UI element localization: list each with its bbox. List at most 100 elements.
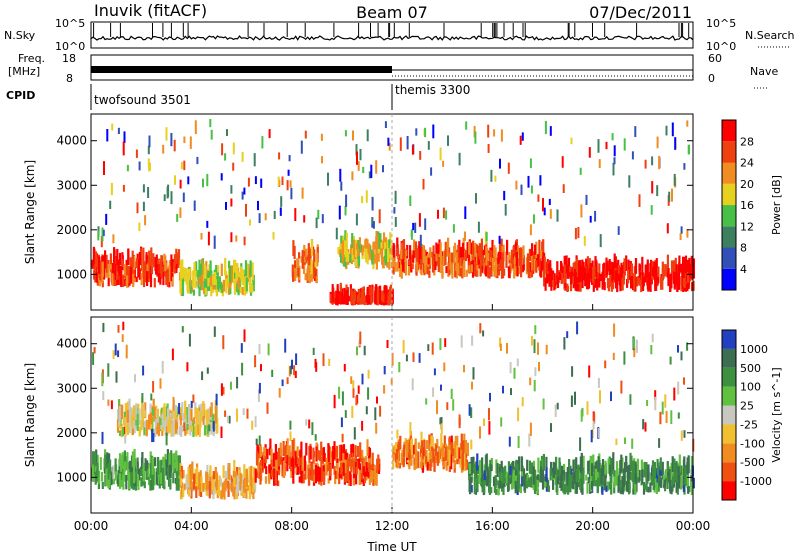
heatmap-cell [453, 459, 457, 469]
heatmap-cell [629, 471, 632, 481]
heatmap-cell [494, 175, 497, 182]
heatmap-cell [166, 269, 169, 287]
heatmap-cell [109, 253, 112, 264]
heatmap-cell [687, 144, 690, 155]
heatmap-cell [154, 457, 157, 467]
heatmap-cell [241, 287, 244, 295]
heatmap-cell [550, 278, 553, 291]
heatmap-cell [493, 485, 496, 493]
heatmap-cell [366, 253, 369, 265]
heatmap-cell [632, 488, 635, 495]
heatmap-cell [533, 470, 537, 478]
heatmap-cell [465, 459, 469, 470]
heatmap-cell [603, 481, 606, 491]
heatmap-cell [531, 243, 534, 255]
heatmap-cell [135, 258, 138, 269]
heatmap-cell [671, 122, 674, 137]
heatmap-cell [692, 280, 695, 291]
heatmap-cell [243, 277, 246, 296]
heatmap-cell [402, 239, 406, 257]
heatmap-cell [95, 272, 98, 283]
heatmap-cell [194, 407, 197, 419]
heatmap-cell [382, 293, 385, 303]
heatmap-cell [504, 204, 507, 216]
heatmap-cell [136, 461, 139, 468]
colorbar-label: Velocity [m s^-1] [770, 367, 783, 462]
heatmap-cell [312, 347, 315, 356]
heatmap-cell [201, 371, 204, 381]
heatmap-cell [508, 251, 511, 260]
heatmap-cell [221, 482, 224, 497]
heatmap-cell [303, 260, 306, 274]
heatmap-cell [595, 259, 598, 278]
time-xlabel: Time UT [366, 540, 417, 554]
heatmap-cell [174, 477, 177, 484]
heatmap-cell [638, 194, 641, 207]
heatmap-cell [496, 266, 499, 279]
heatmap-cell [194, 120, 197, 135]
heatmap-cell [578, 470, 581, 483]
heatmap-cell [679, 469, 682, 476]
heatmap-cell [279, 442, 282, 457]
heatmap-cell [224, 479, 227, 492]
heatmap-cell [521, 132, 524, 141]
heatmap-cell [493, 129, 496, 137]
heatmap-cell [395, 442, 398, 450]
heatmap-cell [172, 453, 175, 472]
heatmap-cell [571, 267, 574, 283]
heatmap-cell [643, 483, 646, 490]
heatmap-cell [440, 447, 443, 454]
heatmap-cell [480, 265, 484, 272]
heatmap-cell [106, 452, 109, 469]
heatmap-cell [617, 226, 620, 235]
heatmap-cell [206, 173, 209, 187]
heatmap-cell [480, 251, 483, 267]
heatmap-cell [153, 468, 156, 486]
heatmap-cell [368, 462, 371, 472]
heatmap-cell [142, 247, 145, 264]
heatmap-cell [570, 268, 573, 285]
heatmap-cell [536, 479, 539, 494]
heatmap-cell [119, 430, 122, 436]
heatmap-cell [405, 439, 408, 458]
heatmap-cell [368, 243, 371, 255]
heatmap-cell [243, 464, 246, 479]
heatmap-cell [183, 483, 186, 491]
heatmap-cell [426, 461, 429, 471]
heatmap-cell [382, 232, 386, 250]
heatmap-cell [221, 284, 224, 293]
heatmap-cell [121, 480, 124, 488]
heatmap-cell [123, 463, 126, 482]
heatmap-cell [122, 484, 125, 490]
heatmap-cell [133, 421, 136, 434]
heatmap-cell [445, 266, 448, 274]
freq-trace-bar [91, 66, 392, 73]
colorbar-swatch [722, 367, 736, 387]
heatmap-cell [468, 404, 471, 416]
heatmap-cell [675, 461, 678, 476]
heatmap-cell [313, 469, 316, 476]
heatmap-cell [569, 465, 572, 473]
heatmap-cell [165, 127, 168, 141]
heatmap-cell [413, 444, 416, 455]
heatmap-cell [535, 241, 538, 259]
heatmap-cell [659, 411, 662, 425]
heatmap-cell [358, 290, 361, 302]
heatmap-cell [277, 447, 281, 467]
heatmap-cell [241, 362, 244, 376]
heatmap-cell [598, 273, 601, 282]
heatmap-cell [575, 457, 578, 472]
heatmap-cell [387, 137, 390, 146]
heatmap-cell [359, 442, 362, 457]
heatmap-cell [487, 144, 490, 153]
heatmap-cell [684, 255, 688, 272]
heatmap-cell [680, 351, 683, 361]
heatmap-cell [235, 471, 238, 485]
heatmap-cell [486, 253, 489, 260]
heatmap-cell [259, 467, 262, 485]
heatmap-cell [345, 232, 348, 251]
heatmap-cell [371, 470, 374, 480]
heatmap-cell [227, 415, 229, 423]
heatmap-cell [687, 486, 690, 494]
heatmap-cell [149, 403, 152, 419]
